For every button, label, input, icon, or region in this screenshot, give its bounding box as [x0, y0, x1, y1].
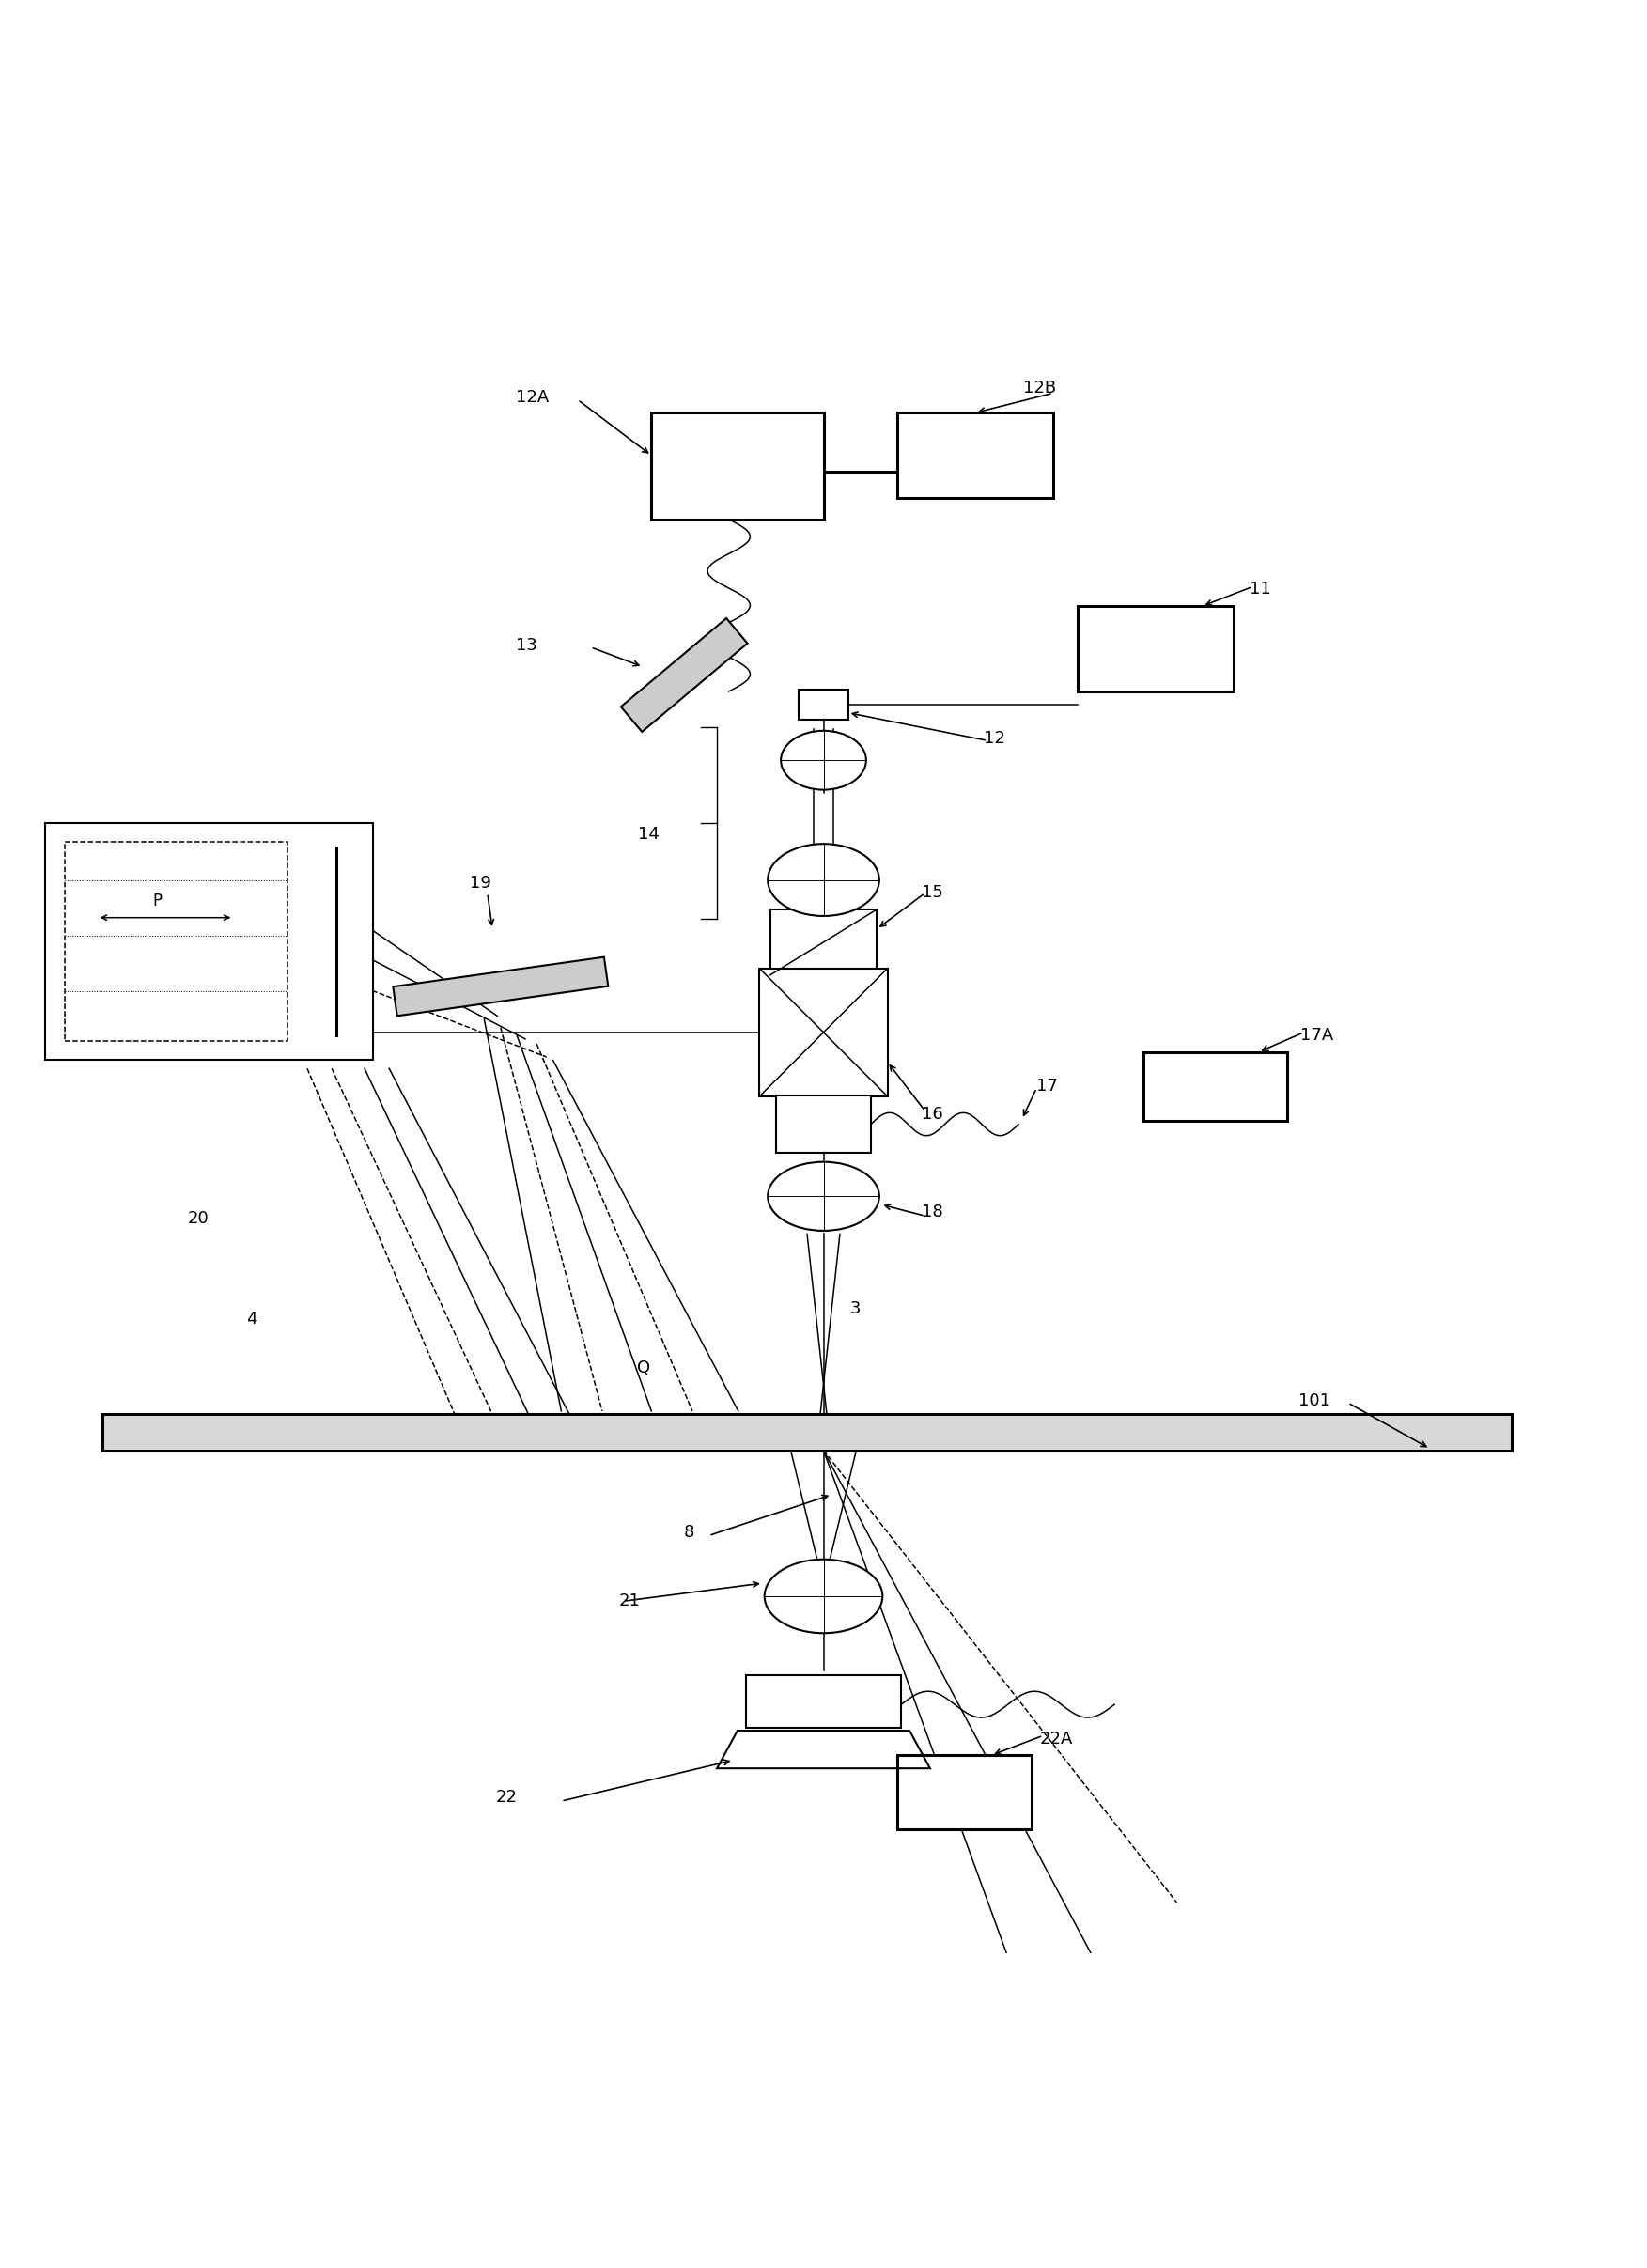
- Bar: [1077, 606, 1234, 692]
- Text: 21: 21: [619, 1592, 641, 1610]
- Text: 17: 17: [1036, 1077, 1057, 1095]
- Bar: [746, 1676, 901, 1728]
- Text: P: P: [152, 894, 161, 909]
- Text: 20: 20: [188, 1211, 209, 1227]
- Text: 16: 16: [922, 1105, 944, 1123]
- Bar: [1143, 1052, 1288, 1120]
- Text: 11: 11: [1250, 581, 1271, 599]
- Bar: [898, 1755, 1031, 1828]
- Bar: [799, 689, 848, 719]
- Text: 3: 3: [850, 1300, 860, 1318]
- Polygon shape: [394, 957, 608, 1016]
- Bar: [64, 841, 288, 1041]
- Ellipse shape: [764, 1560, 883, 1633]
- Ellipse shape: [781, 730, 866, 789]
- Text: 101: 101: [1299, 1393, 1331, 1408]
- Text: 12: 12: [985, 730, 1006, 746]
- Text: 22A: 22A: [1039, 1730, 1074, 1746]
- Text: 4: 4: [247, 1311, 257, 1327]
- Text: 8: 8: [684, 1524, 695, 1540]
- Bar: [102, 1415, 1512, 1449]
- Text: 13: 13: [516, 637, 537, 653]
- Text: 12B: 12B: [1023, 379, 1056, 397]
- Text: 12A: 12A: [516, 390, 548, 406]
- Text: Q: Q: [637, 1361, 651, 1377]
- Polygon shape: [621, 619, 748, 733]
- Text: 14: 14: [639, 826, 660, 844]
- Bar: [771, 909, 876, 975]
- Bar: [898, 413, 1052, 499]
- Text: 15: 15: [922, 885, 944, 900]
- Bar: [651, 413, 824, 519]
- Text: 19: 19: [469, 875, 491, 891]
- Text: 18: 18: [922, 1204, 944, 1220]
- Bar: [776, 1095, 871, 1152]
- Text: 22: 22: [496, 1789, 517, 1805]
- Text: 17A: 17A: [1301, 1027, 1334, 1043]
- Ellipse shape: [768, 844, 879, 916]
- Ellipse shape: [768, 1161, 879, 1232]
- Bar: [759, 968, 888, 1095]
- Bar: [44, 823, 372, 1059]
